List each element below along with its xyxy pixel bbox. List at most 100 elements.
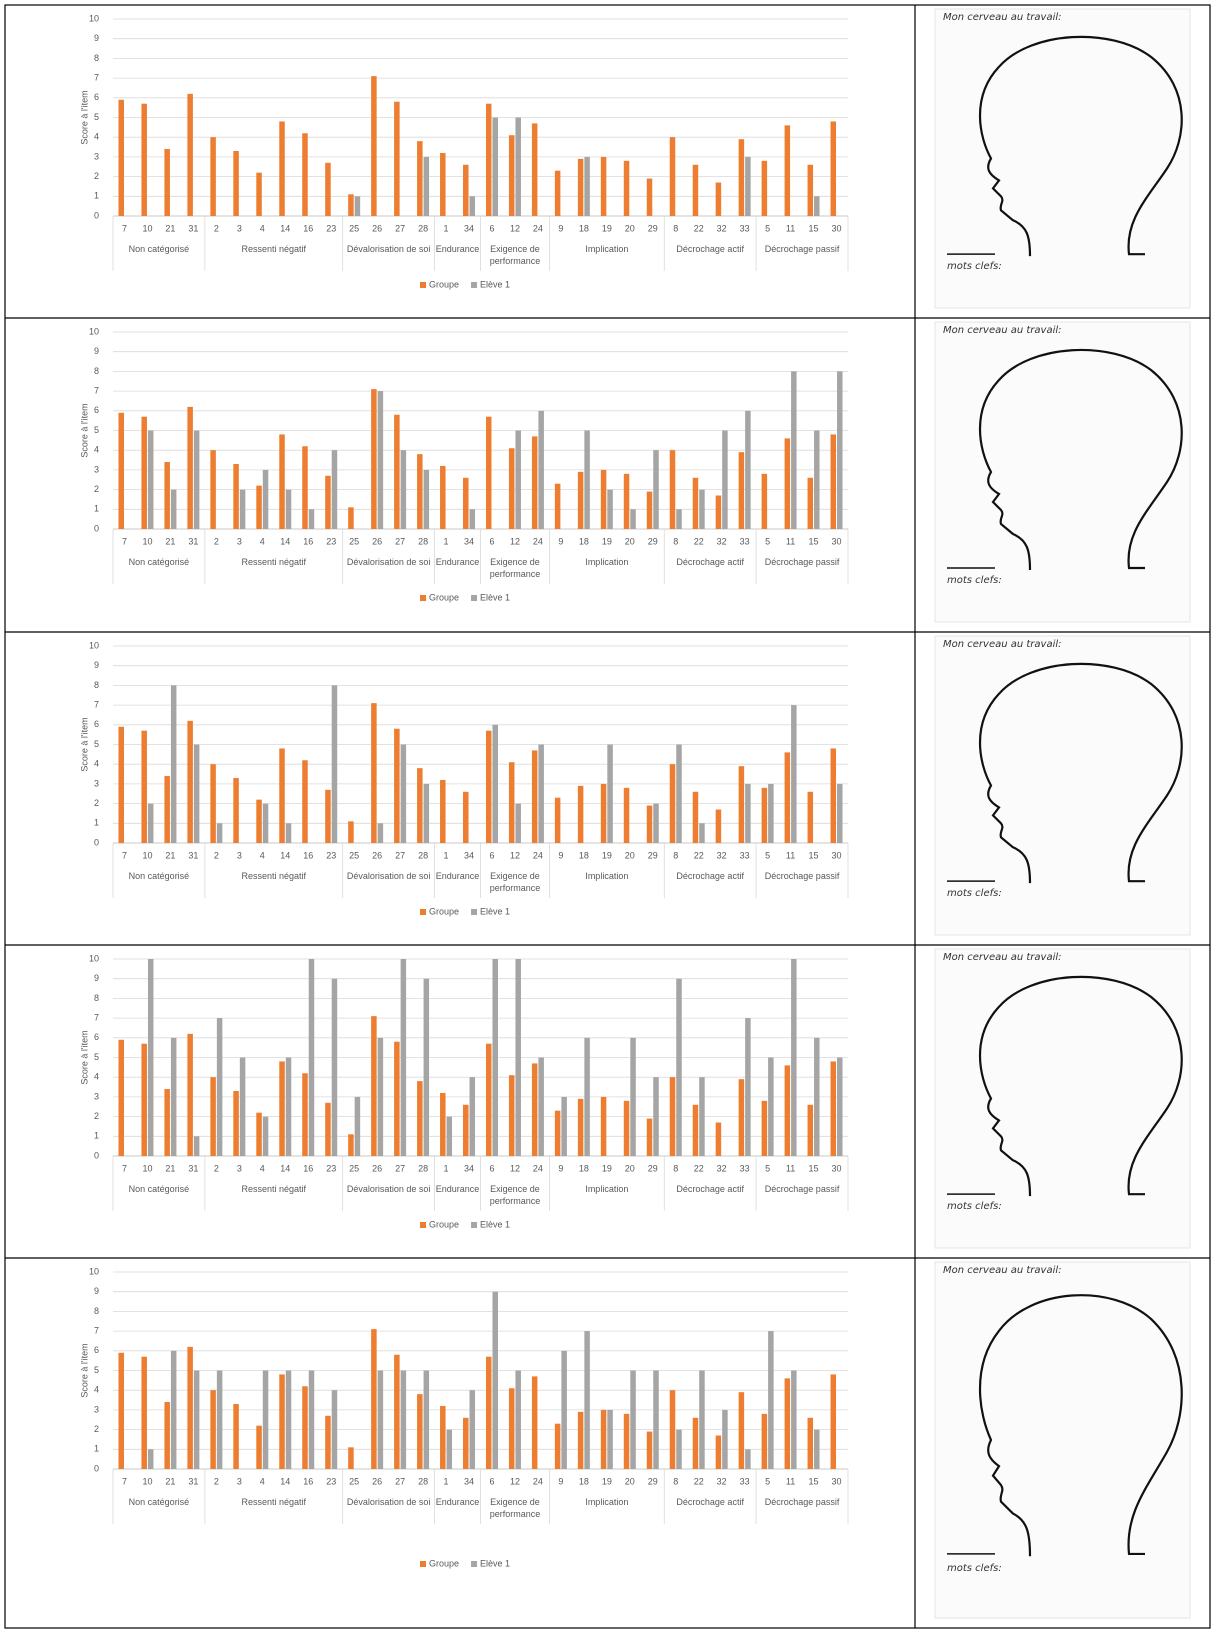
y-axis-title: Score à l'item <box>79 1343 89 1397</box>
x-tick-label: 14 <box>280 850 290 860</box>
bar <box>193 744 200 843</box>
bar <box>830 434 837 529</box>
bar <box>233 1403 239 1469</box>
bar <box>784 1065 791 1156</box>
legend-swatch <box>471 282 478 288</box>
drawing-paper <box>934 8 1191 309</box>
bar <box>463 164 469 216</box>
y-tick-label: 10 <box>89 640 99 650</box>
bar <box>722 1409 728 1469</box>
bar <box>722 430 728 529</box>
group-label: Non catégorisé <box>128 244 190 254</box>
head-outline <box>978 1294 1183 1557</box>
y-tick-label: 8 <box>94 993 99 1003</box>
x-tick-label: 7 <box>122 850 127 860</box>
group-label: Décrochage actif <box>676 1497 744 1507</box>
group-label: Ressenti négatif <box>241 557 307 567</box>
bar <box>508 1388 515 1469</box>
bar <box>118 1352 124 1469</box>
group-label: Non catégorisé <box>128 1184 190 1194</box>
bar <box>423 978 430 1156</box>
x-tick-label: 11 <box>786 536 795 546</box>
x-tick-label: 6 <box>489 223 494 233</box>
bar <box>692 1417 699 1469</box>
bar <box>371 76 377 216</box>
y-tick-label: 9 <box>94 1286 99 1296</box>
bar <box>233 1090 239 1156</box>
x-tick-label: 18 <box>579 850 589 860</box>
bar <box>600 1096 607 1156</box>
bar <box>515 117 521 216</box>
x-tick-label: 2 <box>214 1476 219 1486</box>
drawing: Mon cerveau au travail: mots clefs: <box>934 8 1191 309</box>
y-tick-label: 3 <box>94 151 99 161</box>
group-label-box: Exigence de performance <box>490 871 541 893</box>
drawing-paper <box>934 948 1191 1249</box>
y-tick-label: 5 <box>94 739 99 749</box>
x-tick-label: 25 <box>349 1476 359 1486</box>
x-tick-label: 14 <box>280 223 290 233</box>
y-tick-label: 0 <box>94 210 99 220</box>
group-label: Décrochage actif <box>676 244 744 254</box>
bar <box>600 469 607 529</box>
bar <box>193 430 200 529</box>
bar <box>233 777 239 843</box>
bar <box>669 1077 676 1156</box>
bar <box>147 803 154 843</box>
group-label: Non catégorisé <box>128 557 190 567</box>
bar <box>325 1102 331 1156</box>
x-tick-label: 2 <box>214 223 219 233</box>
y-tick-label: 5 <box>94 1052 99 1062</box>
x-tick-label: 28 <box>418 536 428 546</box>
bar <box>485 730 492 843</box>
bar <box>784 438 791 529</box>
x-tick-label: 27 <box>395 850 405 860</box>
group-label-box: Décrochage actif <box>676 557 744 567</box>
group-label: Endurance <box>435 1497 480 1507</box>
legend-swatch <box>420 909 426 915</box>
bar <box>554 483 561 529</box>
bar <box>262 1370 269 1469</box>
bar <box>187 1033 193 1156</box>
x-tick-label: 19 <box>602 536 612 546</box>
y-tick-label: 1 <box>94 818 99 828</box>
drawing-paper <box>934 635 1191 936</box>
x-tick-label: 26 <box>372 1476 382 1486</box>
x-tick-label: 7 <box>122 223 127 233</box>
x-tick-label: 14 <box>280 1476 290 1486</box>
y-tick-label: 7 <box>94 385 99 395</box>
bar <box>715 809 722 843</box>
group-label: Non catégorisé <box>128 1497 190 1507</box>
bar <box>279 748 285 843</box>
group-label: Ressenti négatif <box>241 1497 307 1507</box>
bar <box>630 509 636 529</box>
bar <box>210 1390 216 1469</box>
x-tick-label: 12 <box>510 850 520 860</box>
bar <box>600 1409 607 1469</box>
bar <box>577 158 584 216</box>
y-tick-label: 6 <box>94 1032 99 1042</box>
drawing-title: Mon cerveau au travail: <box>943 12 1062 23</box>
bar <box>807 164 814 216</box>
x-tick-label: 20 <box>625 1476 635 1486</box>
bar <box>193 1136 200 1156</box>
group-label-box: Endurance <box>436 557 480 567</box>
legend-label: Groupe <box>429 1558 459 1568</box>
x-tick-label: 9 <box>558 1163 563 1173</box>
bar <box>830 121 837 216</box>
bar <box>118 412 124 529</box>
drawing-paper <box>934 1261 1191 1619</box>
x-tick-label: 21 <box>165 850 175 860</box>
bar <box>141 416 147 529</box>
drawing-keywords: mots clefs: <box>947 1563 1002 1574</box>
bar <box>256 1425 262 1469</box>
legend-label: Elève 1 <box>480 906 510 916</box>
group-label-box: Dévalorisation de soi <box>347 1497 431 1507</box>
x-tick-label: 22 <box>694 536 704 546</box>
bar <box>768 1057 774 1156</box>
bar <box>233 463 239 529</box>
bar <box>302 1386 308 1469</box>
bar <box>377 391 384 529</box>
bar <box>554 170 561 216</box>
group-label: Décrochage actif <box>676 871 744 881</box>
